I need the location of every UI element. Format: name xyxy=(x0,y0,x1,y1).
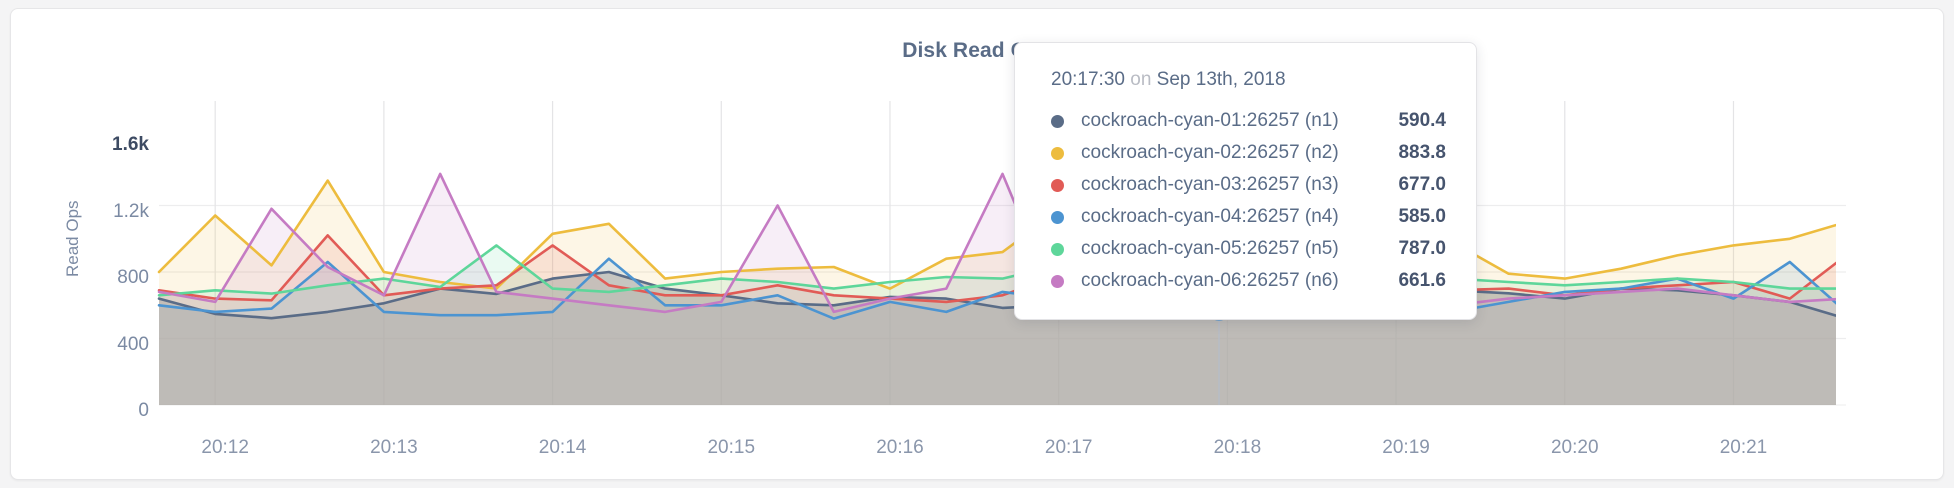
tooltip-row: cockroach-cyan-02:26257 (n2) 883.8 xyxy=(1051,137,1446,169)
hover-tooltip: 20:17:30 on Sep 13th, 2018 cockroach-cya… xyxy=(1014,42,1477,320)
tooltip-series-value: 677.0 xyxy=(1398,174,1446,195)
y-axis-tick: 1.2k xyxy=(113,200,149,222)
tooltip-row: cockroach-cyan-06:26257 (n6) 661.6 xyxy=(1051,265,1446,297)
x-axis-tick: 20:21 xyxy=(1719,437,1768,458)
series-color-dot xyxy=(1051,178,1064,192)
x-axis-tick: 20:17 xyxy=(1044,437,1093,458)
x-axis-tick: 20:12 xyxy=(201,437,249,458)
x-axis-tick: 20:14 xyxy=(538,437,587,458)
series-color-dot xyxy=(1051,210,1064,224)
tooltip-series-label: cockroach-cyan-05:26257 (n5) xyxy=(1081,238,1339,259)
series-color-dot xyxy=(1051,242,1064,256)
series-line-n4 xyxy=(157,257,1836,320)
tooltip-series-label: cockroach-cyan-06:26257 (n6) xyxy=(1081,270,1339,291)
x-axis-tick: 20:18 xyxy=(1213,437,1262,458)
tooltip-series-value: 787.0 xyxy=(1398,238,1446,259)
tooltip-series-value: 661.6 xyxy=(1398,270,1446,291)
series-line-n5 xyxy=(157,244,1836,297)
x-axis-tick: 20:13 xyxy=(370,437,418,458)
tooltip-series-label: cockroach-cyan-02:26257 (n2) xyxy=(1081,142,1339,163)
disk-read-ops-card: Disk Read Ops Read Ops 0 400 800 1.2k 1.6k 20:… xyxy=(10,8,1944,480)
x-axis-tick: 20:15 xyxy=(707,437,756,458)
tooltip-series-value: 883.8 xyxy=(1398,142,1446,163)
chart-plot-area[interactable] xyxy=(11,9,1944,480)
series-color-dot xyxy=(1051,146,1064,160)
series-line-n2 xyxy=(157,179,1836,290)
series-color-dot xyxy=(1051,274,1064,288)
tooltip-row: cockroach-cyan-04:26257 (n4) 585.0 xyxy=(1051,201,1446,233)
x-axis-tick: 20:19 xyxy=(1382,437,1430,458)
tooltip-date: Sep 13th, 2018 xyxy=(1156,69,1286,90)
tooltip-series-list: cockroach-cyan-01:26257 (n1) 590.4 cockroa… xyxy=(1051,105,1446,297)
tooltip-on-word: on xyxy=(1130,69,1152,90)
tooltip-time: 20:17:30 xyxy=(1051,69,1125,90)
y-axis-tick: 0 xyxy=(138,400,149,421)
tooltip-row: cockroach-cyan-01:26257 (n1) 590.4 xyxy=(1051,105,1446,137)
disk-read-ops-chart[interactable] xyxy=(11,9,1944,480)
tooltip-series-value: 585.0 xyxy=(1398,206,1446,227)
series-color-dot xyxy=(1051,114,1064,128)
y-axis-tick: 1.6k xyxy=(112,134,149,155)
tooltip-series-value: 590.4 xyxy=(1398,110,1446,131)
x-axis-tick: 20:20 xyxy=(1550,437,1599,458)
tooltip-timestamp: 20:17:30 on Sep 13th, 2018 xyxy=(1051,69,1446,91)
series-line-n6 xyxy=(157,172,1836,314)
tooltip-series-label: cockroach-cyan-01:26257 (n1) xyxy=(1081,110,1339,131)
tooltip-series-label: cockroach-cyan-03:26257 (n3) xyxy=(1081,174,1339,195)
tooltip-series-label: cockroach-cyan-04:26257 (n4) xyxy=(1081,206,1339,227)
x-axis-tick: 20:16 xyxy=(876,437,924,458)
y-axis-tick: 800 xyxy=(117,267,149,288)
tooltip-row: cockroach-cyan-05:26257 (n5) 787.0 xyxy=(1051,233,1446,265)
tooltip-row: cockroach-cyan-03:26257 (n3) 677.0 xyxy=(1051,169,1446,201)
y-axis-tick: 400 xyxy=(117,333,149,355)
